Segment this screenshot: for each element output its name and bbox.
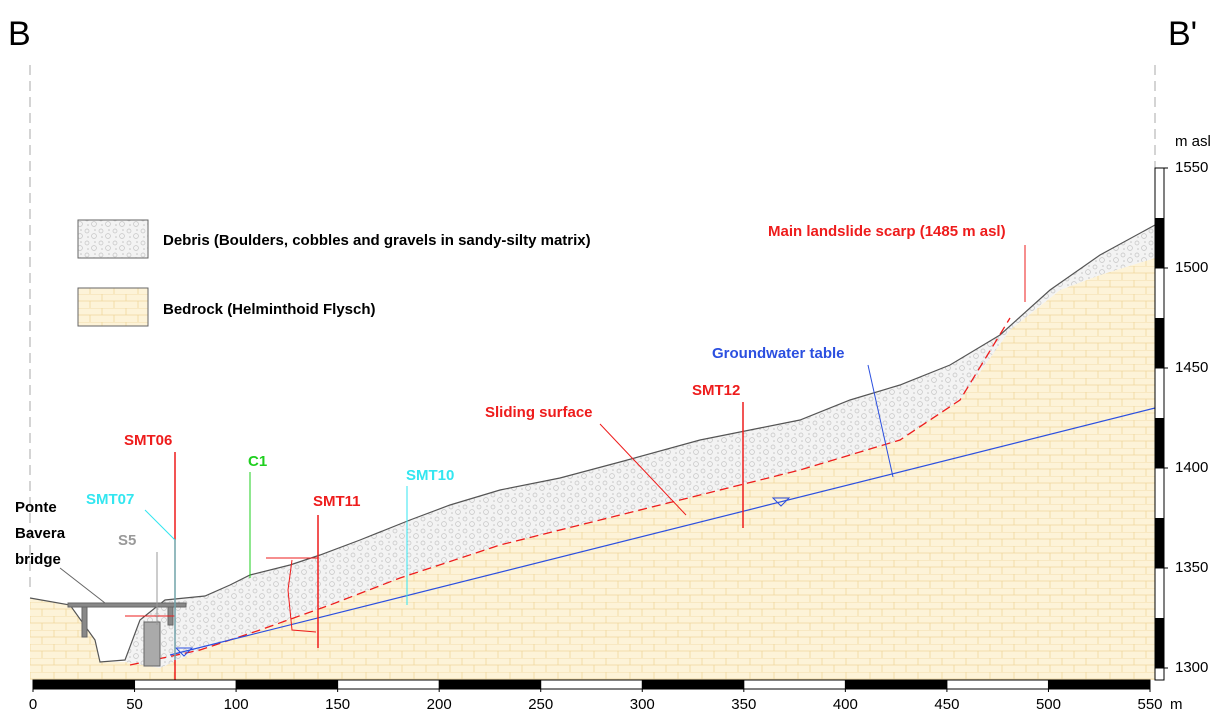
sliding-label: Sliding surface <box>485 404 593 421</box>
x-tick-label: 200 <box>427 696 452 713</box>
legend-label: Debris (Boulders, cobbles and gravels in… <box>163 232 591 249</box>
borehole-label: SMT06 <box>124 432 172 449</box>
bridge-label: Bavera <box>15 525 66 542</box>
borehole-label: SMT07 <box>86 491 134 508</box>
groundwater-label: Groundwater table <box>712 345 845 362</box>
scale-segment <box>1155 618 1164 668</box>
scale-segment <box>1155 318 1164 368</box>
legend-swatch <box>78 288 148 326</box>
section-start: B <box>8 15 31 53</box>
borehole-label: SMT12 <box>692 382 740 399</box>
borehole-label: C1 <box>248 453 267 470</box>
borehole-label: SMT11 <box>313 493 361 510</box>
scale-segment <box>1048 680 1150 689</box>
y-tick-label: 1300 <box>1175 659 1208 676</box>
scarp-label: Main landslide scarp (1485 m asl) <box>768 223 1006 240</box>
y-tick-label: 1350 <box>1175 559 1208 576</box>
x-unit: m <box>1170 696 1183 713</box>
legend-label: Bedrock (Helminthoid Flysch) <box>163 301 376 318</box>
scale-segment <box>1155 518 1164 568</box>
scale-segment <box>1155 218 1164 268</box>
borehole-label: SMT10 <box>406 467 454 484</box>
x-tick-label: 300 <box>630 696 655 713</box>
x-tick-label: 50 <box>126 696 143 713</box>
scale-segment <box>439 680 541 689</box>
scale-segment <box>1155 418 1164 468</box>
y-tick-label: 1450 <box>1175 359 1208 376</box>
scale-segment <box>845 680 947 689</box>
y-tick-label: 1550 <box>1175 159 1208 176</box>
scale-bar <box>33 680 1150 689</box>
y-unit: m asl <box>1175 133 1211 150</box>
x-tick-label: 350 <box>731 696 756 713</box>
borehole-label: S5 <box>118 532 136 549</box>
x-tick-label: 250 <box>528 696 553 713</box>
scale-segment <box>33 680 135 689</box>
y-tick-label: 1500 <box>1175 259 1208 276</box>
bridge-label: bridge <box>15 551 61 568</box>
x-tick-label: 400 <box>833 696 858 713</box>
x-tick-label: 0 <box>29 696 37 713</box>
x-tick-label: 150 <box>325 696 350 713</box>
x-tick-label: 450 <box>934 696 959 713</box>
y-tick-label: 1400 <box>1175 459 1208 476</box>
scale-segment <box>236 680 338 689</box>
section-end: B' <box>1168 15 1197 53</box>
bridge-label: Ponte <box>15 499 57 516</box>
x-tick-label: 550 <box>1137 696 1162 713</box>
x-tick-label: 100 <box>224 696 249 713</box>
x-tick-label: 500 <box>1036 696 1061 713</box>
leader <box>60 568 105 603</box>
cross-section: B B' Debris (Boulders, cobbles and grave… <box>0 0 1230 718</box>
scale-segment <box>642 680 744 689</box>
legend-swatch <box>78 220 148 258</box>
